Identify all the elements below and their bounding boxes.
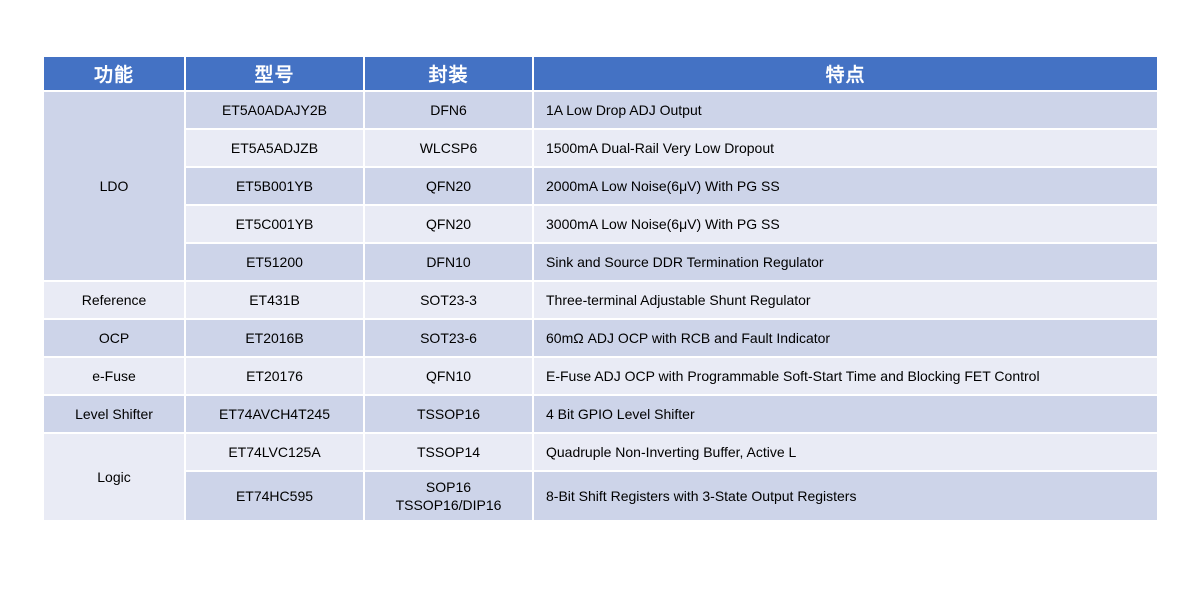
package-cell: TSSOP16 xyxy=(364,395,533,433)
model-cell: ET74HC595 xyxy=(185,471,364,521)
model-cell: ET51200 xyxy=(185,243,364,281)
package-cell: SOP16 TSSOP16/DIP16 xyxy=(364,471,533,521)
table-row: ET5A5ADJZB WLCSP6 1500mA Dual-Rail Very … xyxy=(43,129,1158,167)
package-cell: QFN20 xyxy=(364,205,533,243)
package-cell: QFN10 xyxy=(364,357,533,395)
header-model: 型号 xyxy=(185,56,364,91)
model-cell: ET5A5ADJZB xyxy=(185,129,364,167)
function-cell: LDO xyxy=(43,91,185,281)
product-table: 功能 型号 封装 特点 LDO ET5A0ADAJY2B DFN6 1A Low… xyxy=(43,56,1158,521)
package-cell: TSSOP14 xyxy=(364,433,533,471)
model-cell: ET74AVCH4T245 xyxy=(185,395,364,433)
feature-cell: 8-Bit Shift Registers with 3-State Outpu… xyxy=(533,471,1158,521)
feature-cell: E-Fuse ADJ OCP with Programmable Soft-St… xyxy=(533,357,1158,395)
header-row: 功能 型号 封装 特点 xyxy=(43,56,1158,91)
function-cell: e-Fuse xyxy=(43,357,185,395)
table-row: Level Shifter ET74AVCH4T245 TSSOP16 4 Bi… xyxy=(43,395,1158,433)
feature-cell: Quadruple Non-Inverting Buffer, Active L xyxy=(533,433,1158,471)
function-cell: Logic xyxy=(43,433,185,521)
table-row: LDO ET5A0ADAJY2B DFN6 1A Low Drop ADJ Ou… xyxy=(43,91,1158,281)
feature-cell: 4 Bit GPIO Level Shifter xyxy=(533,395,1158,433)
table-row: ET5C001YB QFN20 3000mA Low Noise(6μV) Wi… xyxy=(43,205,1158,243)
package-cell: QFN20 xyxy=(364,167,533,205)
table-row: ET74HC595 SOP16 TSSOP16/DIP16 8-Bit Shif… xyxy=(43,471,1158,521)
table-row: Logic ET74LVC125A TSSOP14 Quadruple Non-… xyxy=(43,433,1158,521)
model-cell: ET20176 xyxy=(185,357,364,395)
package-cell: DFN10 xyxy=(364,243,533,281)
model-cell: ET431B xyxy=(185,281,364,319)
model-cell: ET5A0ADAJY2B xyxy=(185,91,364,129)
feature-cell: Sink and Source DDR Termination Regulato… xyxy=(533,243,1158,281)
model-cell: ET2016B xyxy=(185,319,364,357)
feature-cell: Three-terminal Adjustable Shunt Regulato… xyxy=(533,281,1158,319)
feature-cell: 2000mA Low Noise(6μV) With PG SS xyxy=(533,167,1158,205)
table-row: Reference ET431B SOT23-3 Three-terminal … xyxy=(43,281,1158,319)
header-package: 封装 xyxy=(364,56,533,91)
package-cell: WLCSP6 xyxy=(364,129,533,167)
function-cell: Reference xyxy=(43,281,185,319)
model-cell: ET74LVC125A xyxy=(185,433,364,471)
package-cell: DFN6 xyxy=(364,91,533,129)
table-row: ET5B001YB QFN20 2000mA Low Noise(6μV) Wi… xyxy=(43,167,1158,205)
header-feature: 特点 xyxy=(533,56,1158,91)
package-cell: SOT23-6 xyxy=(364,319,533,357)
feature-cell: 3000mA Low Noise(6μV) With PG SS xyxy=(533,205,1158,243)
function-cell: Level Shifter xyxy=(43,395,185,433)
header-function: 功能 xyxy=(43,56,185,91)
feature-cell: 1A Low Drop ADJ Output xyxy=(533,91,1158,129)
feature-cell: 1500mA Dual-Rail Very Low Dropout xyxy=(533,129,1158,167)
model-cell: ET5B001YB xyxy=(185,167,364,205)
table-row: ET51200 DFN10 Sink and Source DDR Termin… xyxy=(43,243,1158,281)
table-row: OCP ET2016B SOT23-6 60mΩ ADJ OCP with RC… xyxy=(43,319,1158,357)
package-cell: SOT23-3 xyxy=(364,281,533,319)
model-cell: ET5C001YB xyxy=(185,205,364,243)
table-row: e-Fuse ET20176 QFN10 E-Fuse ADJ OCP with… xyxy=(43,357,1158,395)
feature-cell: 60mΩ ADJ OCP with RCB and Fault Indicato… xyxy=(533,319,1158,357)
function-cell: OCP xyxy=(43,319,185,357)
